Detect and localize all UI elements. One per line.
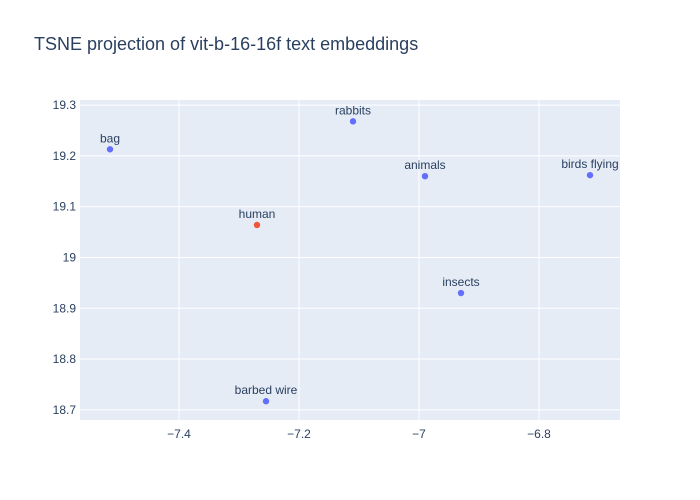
x-tick-label: −7.4 bbox=[167, 427, 191, 441]
data-point[interactable] bbox=[262, 398, 270, 405]
grid-lines bbox=[80, 100, 620, 420]
y-tick-label: 18.7 bbox=[53, 403, 77, 417]
point-label: insects bbox=[442, 275, 479, 289]
data-point[interactable] bbox=[106, 146, 114, 153]
y-tick-label: 19.3 bbox=[53, 98, 77, 112]
point-label: rabbits bbox=[335, 103, 371, 117]
data-point[interactable] bbox=[421, 172, 429, 180]
y-axis-ticks: 18.7 18.8 18.9 19 19.1 19.2 19.3 bbox=[53, 98, 77, 417]
chart-title: TSNE projection of vit-b-16-16f text emb… bbox=[34, 34, 418, 54]
y-tick-label: 19.1 bbox=[53, 200, 77, 214]
data-point[interactable] bbox=[586, 171, 594, 179]
data-point[interactable] bbox=[253, 221, 261, 229]
point-label: birds flying bbox=[561, 157, 618, 171]
x-tick-label: −7 bbox=[412, 427, 426, 441]
data-points bbox=[106, 118, 594, 405]
point-label: bag bbox=[100, 131, 120, 145]
y-tick-label: 19.2 bbox=[53, 149, 77, 163]
y-tick-label: 18.8 bbox=[53, 352, 77, 366]
point-label: barbed wire bbox=[235, 383, 298, 397]
point-labels: bag rabbits animals birds flying human insect… bbox=[100, 103, 619, 397]
point-label: human bbox=[239, 207, 276, 221]
data-point[interactable] bbox=[349, 118, 357, 125]
point-label: animals bbox=[404, 158, 445, 172]
x-tick-label: −6.8 bbox=[527, 427, 551, 441]
y-tick-label: 19 bbox=[63, 250, 77, 264]
plot-area bbox=[80, 100, 620, 420]
x-tick-label: −7.2 bbox=[287, 427, 311, 441]
x-axis-ticks: −7.4 −7.2 −7 −6.8 bbox=[167, 427, 551, 441]
data-point[interactable] bbox=[457, 289, 465, 297]
y-tick-label: 18.9 bbox=[53, 301, 77, 315]
